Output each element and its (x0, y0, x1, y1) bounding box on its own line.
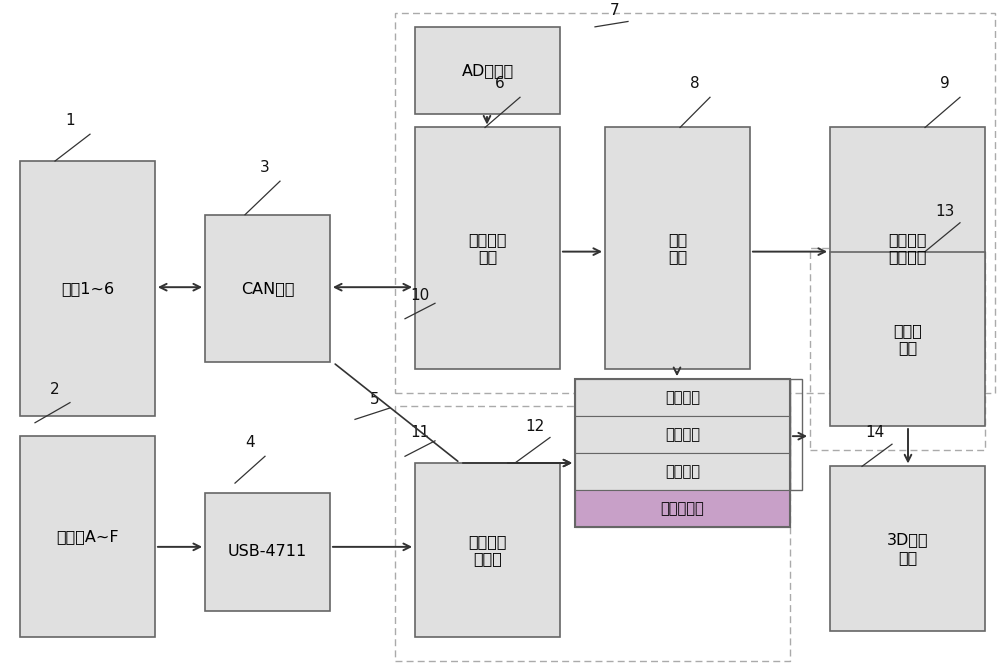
Text: 4: 4 (245, 435, 255, 450)
Text: 6: 6 (495, 76, 505, 91)
FancyBboxPatch shape (830, 252, 985, 426)
FancyBboxPatch shape (830, 466, 985, 631)
FancyBboxPatch shape (575, 379, 790, 416)
FancyBboxPatch shape (415, 463, 560, 637)
FancyBboxPatch shape (415, 127, 560, 369)
Text: 13: 13 (935, 204, 955, 219)
Text: 数据库文件: 数据库文件 (661, 501, 704, 516)
Text: 信号
处理: 信号 处理 (668, 232, 687, 264)
Text: USB-4711: USB-4711 (228, 544, 307, 560)
Text: 1: 1 (65, 113, 75, 128)
Text: 3: 3 (260, 160, 270, 175)
Text: 8: 8 (690, 76, 700, 91)
FancyBboxPatch shape (575, 453, 790, 490)
Text: 10: 10 (410, 288, 430, 303)
Text: 继电器A~F: 继电器A~F (56, 529, 119, 544)
FancyBboxPatch shape (415, 27, 560, 114)
Text: 雷达信号
收发: 雷达信号 收发 (468, 232, 507, 264)
FancyBboxPatch shape (575, 490, 790, 527)
Text: 溜槽位置: 溜槽位置 (665, 464, 700, 479)
Text: 11: 11 (410, 425, 430, 440)
Text: 继电器信
号接收: 继电器信 号接收 (468, 534, 507, 566)
FancyBboxPatch shape (830, 127, 985, 369)
Text: 12: 12 (525, 419, 545, 433)
Text: 5: 5 (370, 392, 380, 407)
FancyBboxPatch shape (20, 436, 155, 637)
Text: 2: 2 (50, 382, 60, 397)
FancyBboxPatch shape (205, 493, 330, 611)
Text: 3D料面
成像: 3D料面 成像 (887, 532, 928, 565)
FancyBboxPatch shape (20, 161, 155, 416)
Text: AD库文件: AD库文件 (461, 63, 514, 78)
Text: 距离状态: 距离状态 (665, 427, 700, 442)
Text: 距离值
校正: 距离值 校正 (893, 323, 922, 355)
Text: 9: 9 (940, 76, 950, 91)
Text: CAN通信: CAN通信 (241, 281, 294, 296)
Text: 7: 7 (610, 3, 620, 17)
FancyBboxPatch shape (605, 127, 750, 369)
FancyBboxPatch shape (575, 416, 790, 453)
FancyBboxPatch shape (205, 215, 330, 362)
Text: 距离信息: 距离信息 (665, 390, 700, 405)
Text: 14: 14 (865, 425, 885, 440)
Text: 雷达1~6: 雷达1~6 (61, 281, 114, 296)
Text: 信号处理
波形显示: 信号处理 波形显示 (888, 232, 927, 264)
